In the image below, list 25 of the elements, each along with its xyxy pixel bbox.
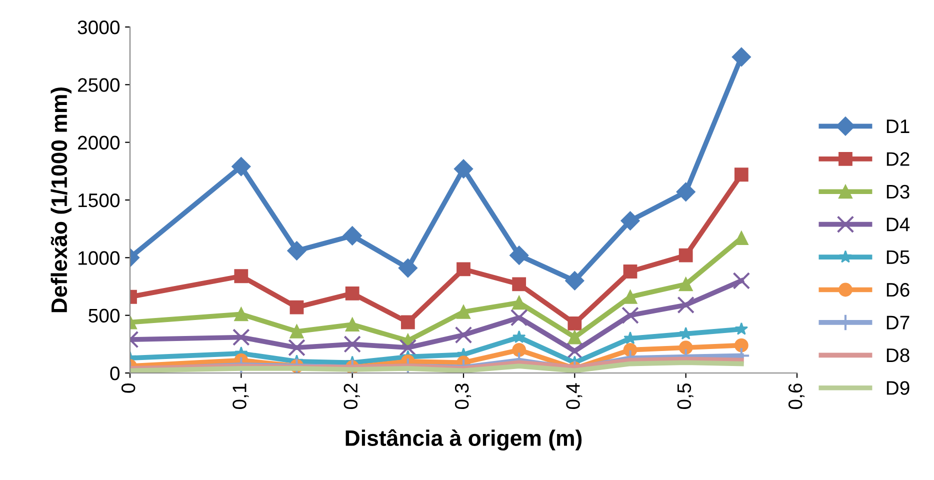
x-tick-label: 0 [121, 383, 136, 393]
x-tick-label: 0,6 [788, 384, 805, 409]
y-axis-title: Deflexão (1/1000 mm) [50, 87, 72, 312]
y-tick-label: 2000 [78, 136, 120, 150]
x-axis-title: Distância à origem (m) [346, 429, 582, 450]
y-tick-label: 3000 [78, 20, 120, 34]
legend-label: D3 [886, 184, 910, 199]
x-tick-label: 0,4 [566, 383, 582, 409]
x-tick-label: 0,5 [677, 384, 694, 409]
y-tick-label: 1500 [78, 193, 120, 208]
y-tick-label: 1000 [78, 251, 120, 265]
legend-label: D8 [886, 348, 910, 362]
x-tick-label: 0,1 [232, 384, 249, 409]
legend-label: D9 [886, 381, 910, 395]
legend-label: D4 [886, 218, 910, 232]
legend-label: D2 [886, 152, 910, 166]
legend-label: D6 [886, 282, 910, 297]
y-tick-label: 2500 [78, 78, 120, 92]
legend-label: D1 [886, 120, 910, 134]
y-tick-label: 0 [110, 366, 120, 380]
x-tick-label: 0,3 [454, 384, 472, 409]
legend-label: D7 [886, 316, 910, 330]
y-tick-label: 500 [88, 308, 120, 323]
x-tick-label: 0,2 [344, 384, 360, 409]
legend-label: D5 [886, 250, 910, 264]
